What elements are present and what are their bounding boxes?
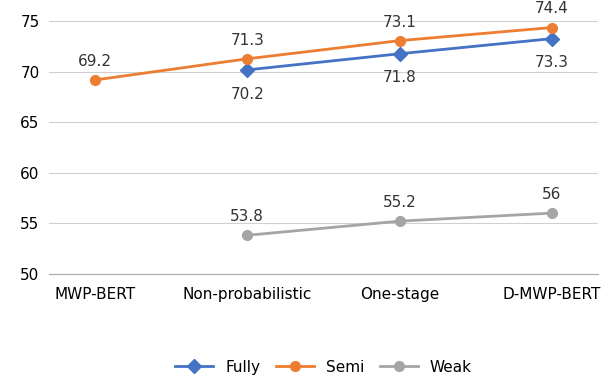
Text: 55.2: 55.2 (383, 195, 416, 210)
Text: 71.8: 71.8 (383, 70, 416, 86)
Text: 71.3: 71.3 (230, 33, 264, 48)
Text: 74.4: 74.4 (535, 2, 569, 16)
Text: 56: 56 (542, 187, 562, 202)
Fully (548, 36, 556, 41)
Legend: Fully, Semi, Weak: Fully, Semi, Weak (175, 360, 472, 375)
Semi (91, 78, 99, 82)
Text: 53.8: 53.8 (230, 209, 264, 224)
Weak (396, 219, 403, 223)
Fully (396, 51, 403, 56)
Text: 73.1: 73.1 (383, 14, 416, 30)
Line: Semi: Semi (90, 23, 557, 85)
Fully (243, 68, 251, 72)
Line: Fully: Fully (242, 34, 557, 75)
Semi (548, 25, 556, 30)
Line: Weak: Weak (242, 208, 557, 240)
Text: 73.3: 73.3 (535, 55, 569, 70)
Weak (243, 233, 251, 238)
Text: 69.2: 69.2 (78, 54, 112, 69)
Semi (396, 38, 403, 43)
Semi (243, 57, 251, 61)
Text: 70.2: 70.2 (230, 87, 264, 101)
Weak (548, 211, 556, 215)
